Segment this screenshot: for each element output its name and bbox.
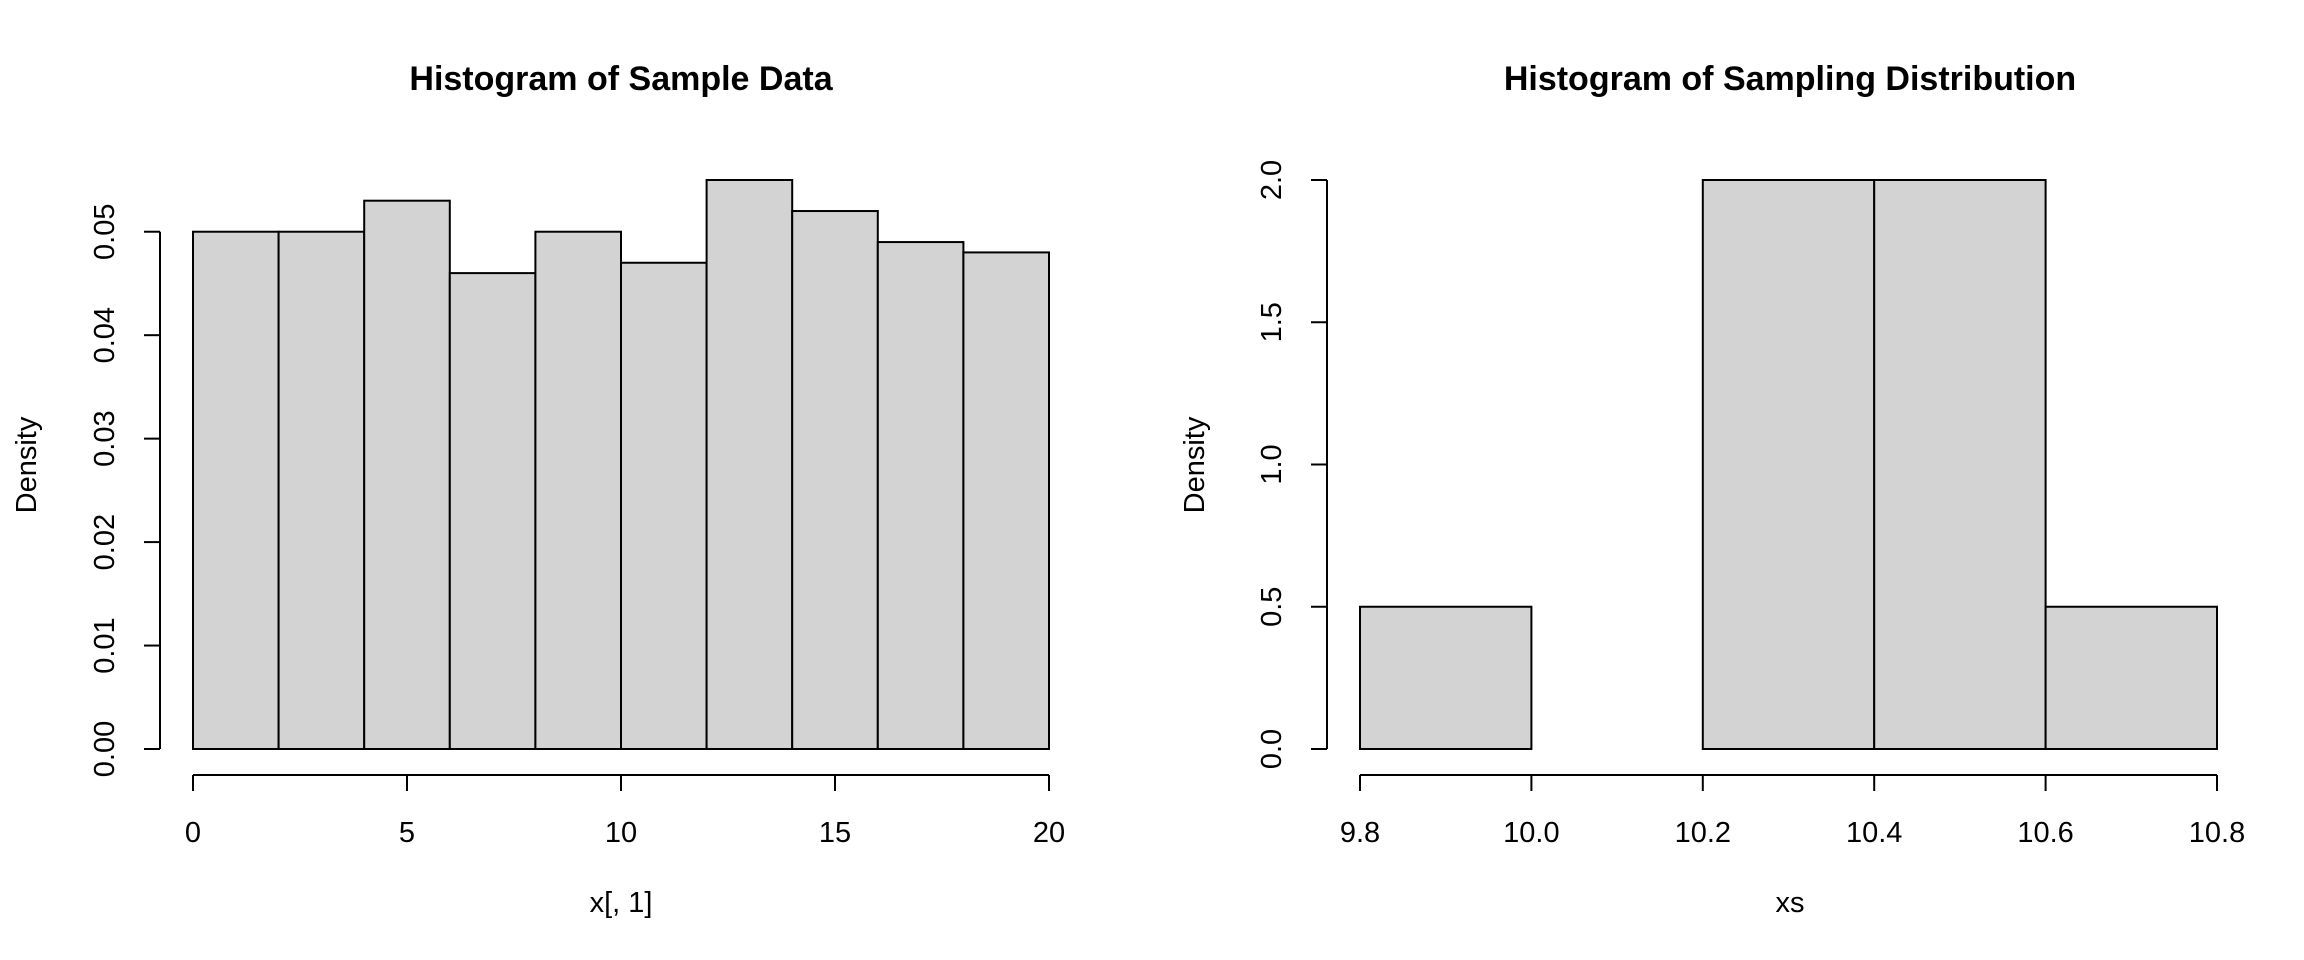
histogram-bar <box>791 210 879 750</box>
bars <box>192 179 1051 750</box>
histogram-sample-data-panel: Histogram of Sample Data x[, 1] Density … <box>11 60 1065 919</box>
y-tick-label: 0.01 <box>89 617 121 673</box>
x-tick-label: 9.8 <box>1340 817 1380 849</box>
histogram-bar <box>876 241 965 750</box>
y-tick-label: 1.0 <box>1256 444 1288 484</box>
histogram-bar <box>620 261 708 750</box>
x-axis-label: xs <box>1776 887 1805 919</box>
y-tick-label: 0.05 <box>89 204 121 260</box>
y-axis: 0.00 0.01 0.02 0.03 0.04 0.05 <box>89 204 161 777</box>
histogram-bar <box>534 230 623 750</box>
x-axis: 9.8 10.0 10.2 10.4 10.6 10.8 <box>1340 774 2245 849</box>
y-axis-label: Density <box>1179 416 1211 513</box>
histogram-bar <box>448 272 537 750</box>
x-tick-label: 10.8 <box>2189 817 2245 849</box>
histogram-bar <box>192 230 280 750</box>
x-tick-label: 10.6 <box>2017 817 2073 849</box>
y-axis: 0.0 0.5 1.0 1.5 2.0 <box>1256 160 1328 769</box>
histogram-bar <box>1359 605 1533 750</box>
chart-title: Histogram of Sample Data <box>409 60 833 98</box>
histogram-bar <box>705 179 794 750</box>
y-tick-label: 0.00 <box>89 721 121 777</box>
y-tick-label: 0.0 <box>1256 729 1288 769</box>
x-tick-label: 5 <box>399 817 415 849</box>
histogram-bar <box>277 230 366 750</box>
x-axis-label: x[, 1] <box>590 887 653 919</box>
histogram-sampling-distribution-panel: Histogram of Sampling Distribution xs De… <box>1179 60 2245 919</box>
bars <box>1359 179 2218 750</box>
histogram-bar <box>1701 179 1876 750</box>
x-tick-label: 20 <box>1033 817 1065 849</box>
histogram-bar <box>2044 605 2218 750</box>
y-tick-label: 0.03 <box>89 410 121 466</box>
x-axis: 0 5 10 15 20 <box>185 774 1065 849</box>
x-tick-label: 10.2 <box>1675 817 1731 849</box>
y-tick-label: 1.5 <box>1256 302 1288 342</box>
x-tick-label: 10 <box>605 817 637 849</box>
y-tick-label: 2.0 <box>1256 160 1288 200</box>
x-tick-label: 0 <box>185 817 201 849</box>
histogram-bar <box>962 251 1051 750</box>
y-tick-label: 0.04 <box>89 307 121 363</box>
histogram-bar <box>1873 179 2047 750</box>
y-axis-label: Density <box>11 416 43 513</box>
x-tick-label: 10.4 <box>1846 817 1902 849</box>
x-tick-label: 15 <box>819 817 851 849</box>
y-tick-label: 0.02 <box>89 514 121 570</box>
histogram-bar <box>363 199 451 750</box>
chart-title: Histogram of Sampling Distribution <box>1504 60 2076 98</box>
y-tick-label: 0.5 <box>1256 587 1288 627</box>
x-tick-label: 10.0 <box>1503 817 1559 849</box>
